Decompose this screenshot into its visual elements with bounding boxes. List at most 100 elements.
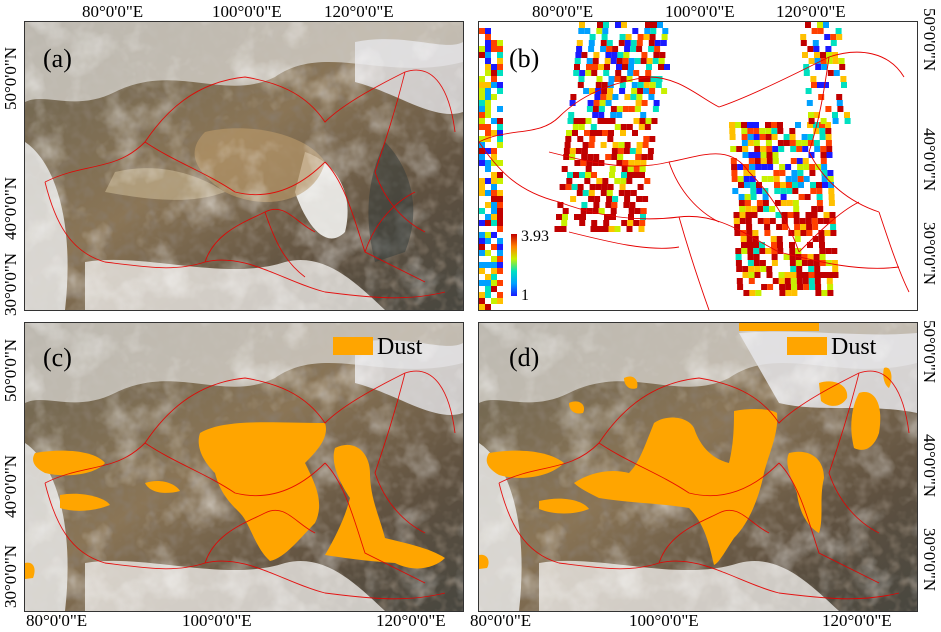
aod-pixel — [631, 82, 638, 88]
aod-pixel — [802, 158, 809, 164]
aod-pixel — [559, 184, 566, 190]
aod-pixel — [778, 278, 785, 284]
aod-pixel — [811, 28, 818, 34]
aod-pixel — [479, 250, 485, 256]
aod-pixel — [657, 22, 663, 28]
aod-pixel — [659, 52, 666, 58]
aod-pixel — [579, 22, 585, 28]
aod-pixel — [479, 160, 485, 166]
aod-pixel — [573, 70, 580, 76]
aod-pixel — [619, 82, 626, 88]
aod-pixel — [602, 130, 608, 136]
aod-pixel — [729, 128, 736, 134]
aod-pixel — [817, 28, 824, 34]
aod-pixel — [741, 122, 747, 128]
aod-pixel — [596, 130, 602, 136]
aod-pixel — [820, 152, 827, 158]
aod-pixel — [491, 190, 497, 196]
aod-pixel — [807, 46, 814, 52]
aod-pixel — [737, 284, 744, 290]
aod-pixel — [606, 46, 613, 52]
aod-pixel — [571, 184, 578, 190]
aod-pixel — [762, 200, 769, 206]
aod-pixel — [588, 46, 595, 52]
aod-pixel — [808, 266, 815, 272]
aod-pixel — [759, 242, 765, 248]
aod-pixel — [766, 272, 773, 278]
aod-pixel — [832, 118, 839, 124]
aod-pixel — [738, 200, 745, 206]
aod-pixel — [832, 272, 839, 278]
aod-pixel — [649, 136, 656, 142]
aod-pixel — [627, 70, 634, 76]
aod-pixel — [820, 158, 827, 164]
aod-pixel — [773, 176, 780, 182]
aod-pixel — [479, 100, 485, 106]
aod-pixel — [491, 232, 497, 238]
aod-pixel — [491, 64, 497, 70]
aod-pixel — [738, 182, 744, 188]
aod-pixel — [836, 100, 843, 106]
aod-pixel — [824, 34, 831, 40]
aod-pixel — [557, 202, 564, 208]
aod-pixel — [786, 182, 792, 188]
aod-pixel — [752, 230, 759, 236]
aod-pixel — [497, 256, 503, 262]
aod-pixel — [638, 76, 645, 82]
aod-pixel — [819, 248, 826, 254]
aod-pixel — [587, 154, 594, 160]
aod-pixel — [765, 248, 772, 254]
aod-pixel — [793, 218, 800, 224]
aod-pixel — [808, 58, 815, 64]
aod-pixel — [485, 28, 491, 34]
aod-pixel — [625, 34, 632, 40]
aod-pixel — [621, 220, 628, 226]
aod-pixel — [591, 70, 598, 76]
aod-pixel — [789, 128, 796, 134]
aod-pixel — [780, 188, 787, 194]
aod-pixel — [622, 160, 629, 166]
panel-d-label: (d) — [509, 343, 540, 372]
aod-pixel — [825, 106, 832, 112]
aod-pixel — [812, 40, 819, 46]
aod-pixel — [825, 46, 832, 52]
aod-pixel — [801, 254, 808, 260]
aod-pixel — [586, 106, 593, 112]
aod-pixel — [818, 94, 825, 100]
aod-pixel — [485, 250, 491, 256]
aod-pixel — [743, 164, 750, 170]
aod-pixel — [605, 202, 612, 208]
aod-pixel — [616, 64, 622, 70]
aod-pixel — [817, 22, 823, 28]
aod-pixel — [778, 272, 785, 278]
aod-pixel — [615, 22, 621, 28]
aod-pixel — [772, 278, 779, 284]
bottom-tick-80e-c: 80°0'0"E — [26, 611, 88, 630]
aod-pixel — [616, 106, 623, 112]
dust-legend-swatch-d — [787, 337, 827, 355]
aod-pixel — [771, 128, 778, 134]
aod-pixel — [757, 206, 764, 212]
aod-pixel — [826, 152, 833, 158]
aod-pixel — [614, 178, 621, 184]
aod-pixel — [630, 94, 637, 100]
aod-pixel — [754, 152, 761, 158]
aod-pixel — [562, 214, 568, 220]
aod-pixel — [574, 214, 580, 220]
aod-pixel — [497, 244, 503, 250]
aod-pixel — [485, 280, 491, 286]
aod-pixel — [755, 290, 762, 296]
aod-pixel — [820, 58, 827, 64]
aod-pixel — [741, 140, 748, 146]
aod-pixel — [584, 28, 591, 34]
aod-pixel — [479, 88, 485, 94]
aod-pixel — [479, 238, 485, 244]
aod-pixel — [624, 142, 631, 148]
aod-pixel — [497, 124, 503, 130]
aod-pixel — [479, 244, 485, 250]
aod-pixel — [766, 158, 773, 164]
aod-pixel — [607, 88, 614, 94]
aod-pixel — [774, 188, 781, 194]
aod-pixel — [819, 254, 826, 260]
aod-pixel — [602, 28, 609, 34]
